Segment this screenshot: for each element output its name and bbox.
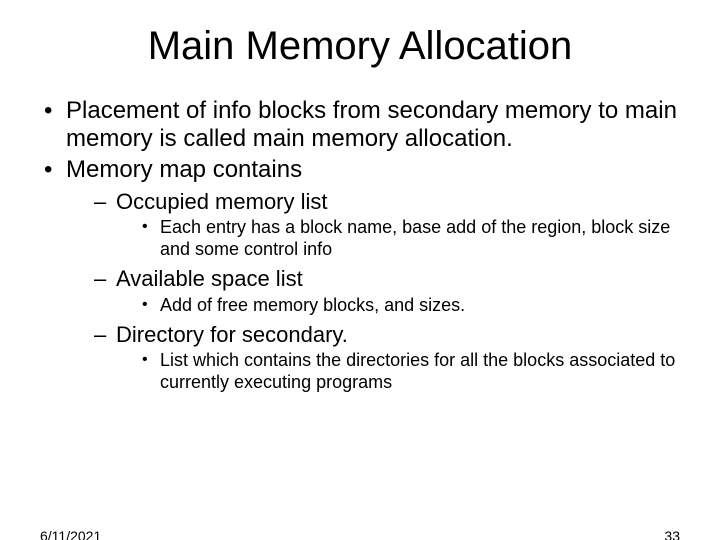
slide: Main Memory Allocation Placement of info…: [0, 24, 720, 540]
bullet-list-level3: List which contains the directories for …: [116, 350, 680, 394]
bullet-text: Available space list: [116, 266, 303, 291]
footer-page-number: 33: [664, 528, 680, 540]
list-item: List which contains the directories for …: [142, 350, 680, 394]
list-item: Occupied memory list Each entry has a bl…: [94, 188, 680, 261]
footer-date: 6/11/2021: [40, 528, 101, 540]
list-item: Available space list Add of free memory …: [94, 265, 680, 316]
bullet-list-level2: Occupied memory list Each entry has a bl…: [66, 188, 680, 394]
bullet-list-level3: Add of free memory blocks, and sizes.: [116, 295, 680, 317]
list-item: Placement of info blocks from secondary …: [40, 97, 680, 154]
bullet-text: Directory for secondary.: [116, 322, 348, 347]
bullet-text: Occupied memory list: [116, 189, 328, 214]
list-item: Directory for secondary. List which cont…: [94, 321, 680, 394]
list-item: Add of free memory blocks, and sizes.: [142, 295, 680, 317]
bullet-text: Memory map contains: [66, 156, 302, 183]
bullet-text: List which contains the directories for …: [160, 350, 675, 392]
bullet-text: Placement of info blocks from secondary …: [66, 97, 677, 152]
list-item: Each entry has a block name, base add of…: [142, 217, 680, 261]
list-item: Memory map contains Occupied memory list…: [40, 156, 680, 395]
bullet-text: Each entry has a block name, base add of…: [160, 217, 670, 259]
bullet-text: Add of free memory blocks, and sizes.: [160, 295, 465, 315]
bullet-list-level1: Placement of info blocks from secondary …: [0, 97, 720, 394]
slide-title: Main Memory Allocation: [0, 24, 720, 69]
bullet-list-level3: Each entry has a block name, base add of…: [116, 217, 680, 261]
